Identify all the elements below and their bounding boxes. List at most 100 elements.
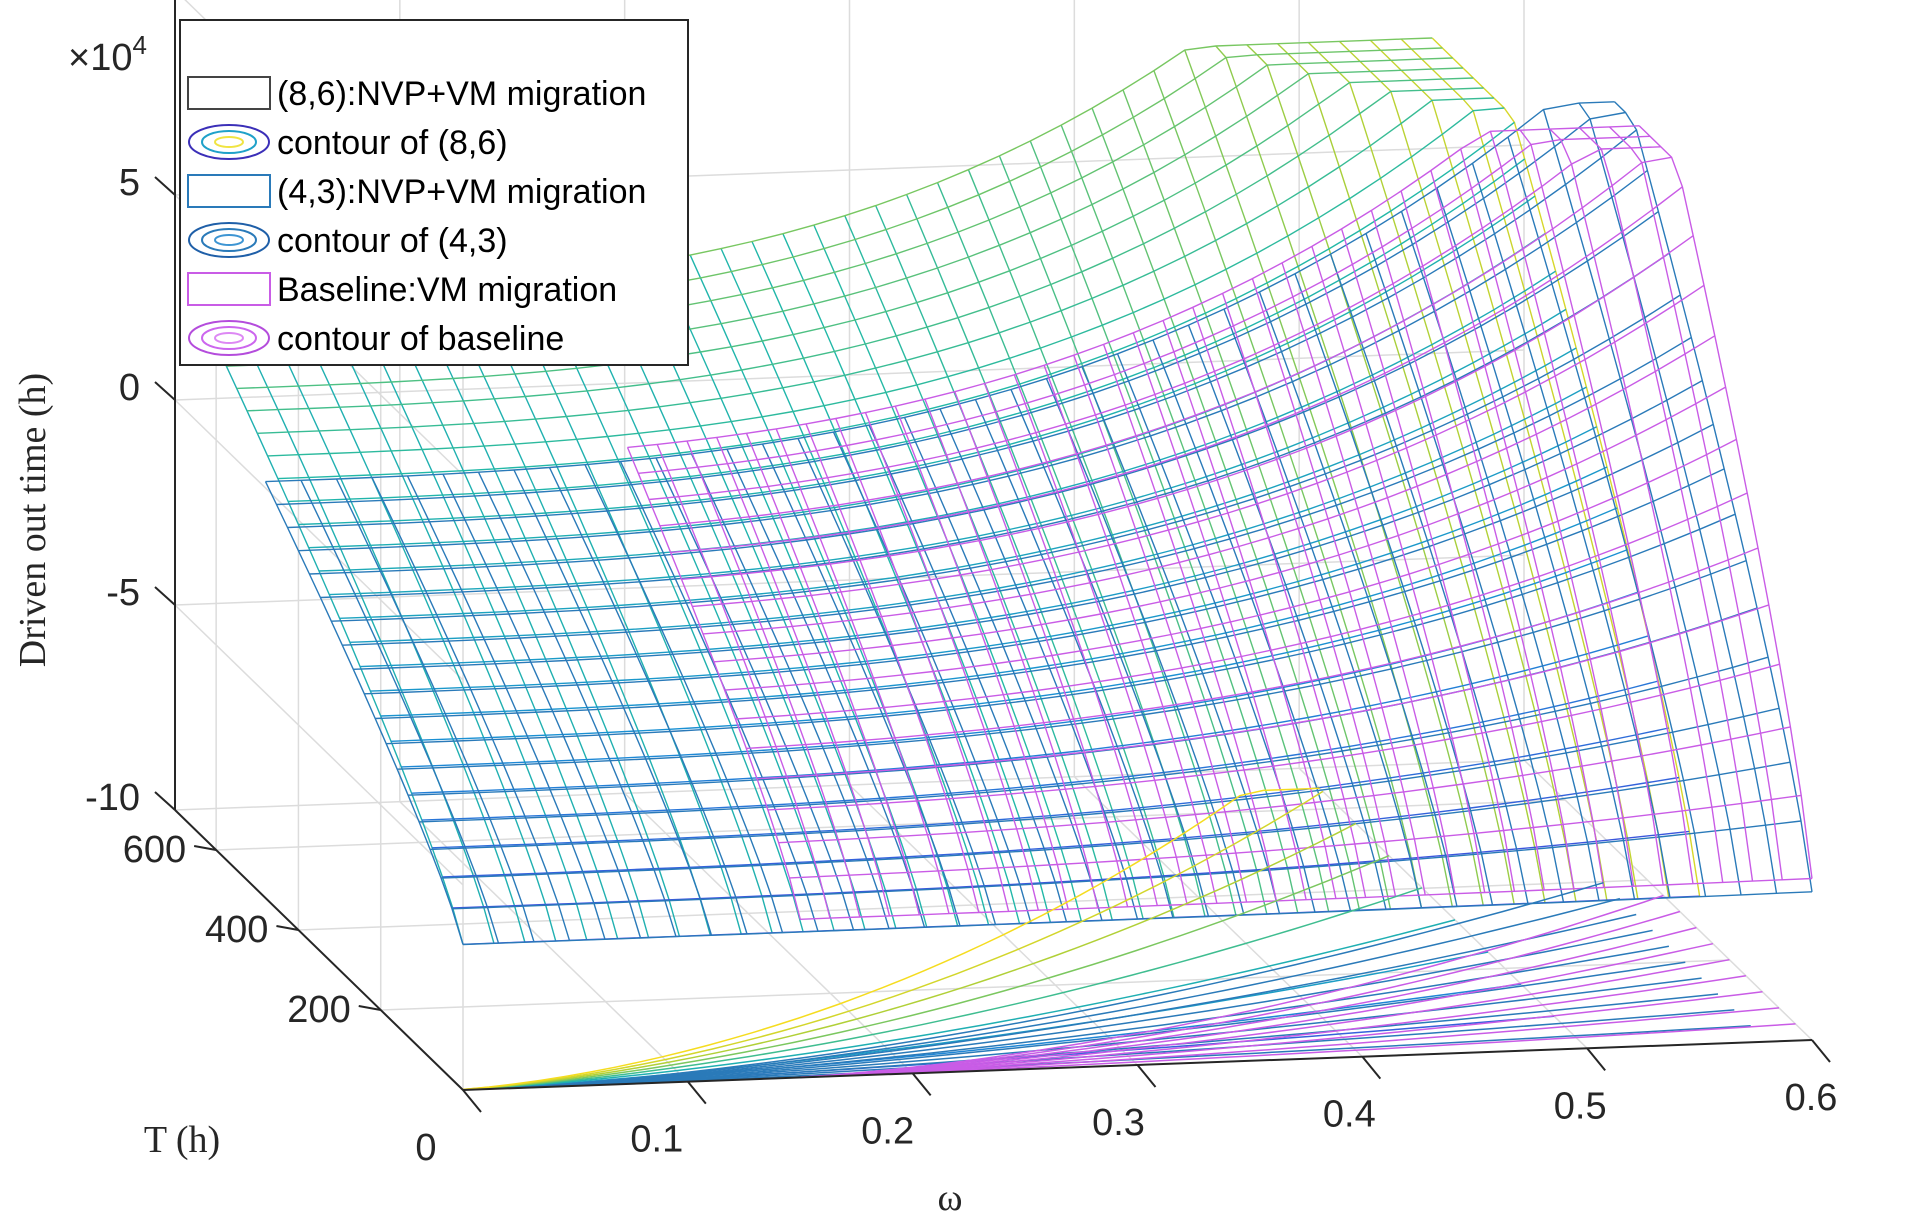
surface-mesh-line: [659, 156, 1672, 527]
legend-swatch: [187, 174, 271, 208]
contour-line: [462, 787, 1320, 1091]
contour-line: [462, 790, 1324, 1091]
surface-mesh-line: [287, 129, 1637, 529]
contour-line: [800, 958, 1730, 1079]
legend-swatch: [214, 234, 244, 246]
surface-8-6: [194, 37, 1701, 945]
legend-label: contour of baseline: [277, 320, 564, 358]
z-tick-mark: [154, 586, 176, 606]
y-axis-label: T (h): [144, 1119, 220, 1161]
contour-line: [507, 881, 1604, 1089]
surface-mesh-line: [746, 547, 1759, 750]
surface-mesh-line: [411, 635, 1649, 794]
legend-swatch: [201, 326, 257, 350]
z-tick-label: -5: [106, 572, 140, 614]
surface-mesh-line: [1400, 38, 1670, 898]
legend-swatch: [201, 228, 257, 252]
contour-line: [507, 929, 1653, 1089]
x-tick-mark: [1811, 1039, 1831, 1063]
surface-baseline: [626, 125, 1813, 920]
y-axis-line: [174, 809, 464, 1091]
surface-mesh-line: [298, 169, 1648, 552]
surface-mesh-line: [778, 726, 1791, 844]
contour-line: [507, 897, 1621, 1089]
surface-mesh-line: [288, 158, 1526, 503]
surface-mesh-line: [298, 195, 1536, 526]
x-tick-mark: [911, 1072, 932, 1096]
x-tick-mark: [1136, 1064, 1157, 1088]
contour-line: [507, 1009, 1735, 1090]
z-exponent-label: ×104: [68, 30, 147, 79]
surface-mesh-line: [638, 135, 1651, 474]
surface-mesh-line: [364, 423, 1714, 695]
legend-label: (8,6):NVP+VM migration: [277, 75, 646, 113]
surface-mesh-line: [257, 97, 1494, 434]
z-tick-label: 5: [119, 162, 140, 204]
x-tick-label: 0: [415, 1127, 436, 1169]
contour-line: [800, 942, 1714, 1079]
surface-mesh-line: [1608, 126, 1783, 880]
surface-mesh-line: [276, 111, 1626, 506]
legend-swatch: [188, 222, 270, 258]
contour-line: [799, 894, 1664, 1078]
surface-mesh-line: [1013, 374, 1188, 905]
contour-line: [462, 855, 1390, 1091]
grid-line: [174, 399, 464, 681]
x-tick-label: 0.1: [630, 1119, 683, 1161]
legend-swatch: [214, 136, 244, 148]
x-tick-label: 0.3: [1092, 1102, 1145, 1144]
surface-mesh-line: [800, 877, 1813, 920]
x-axis-label: ω: [937, 1177, 962, 1219]
contour-line: [800, 991, 1763, 1079]
contour-lines: [462, 787, 1796, 1091]
surface-mesh-line: [692, 284, 1705, 608]
surface-mesh-line: [670, 186, 1683, 554]
surface-mesh-line: [353, 379, 1703, 670]
surface-mesh-line: [442, 776, 1680, 878]
surface-mesh-line: [452, 830, 1690, 909]
surface-mesh-line: [430, 707, 1780, 851]
legend-swatch: [188, 124, 270, 160]
contour-line: [799, 910, 1681, 1079]
surface-mesh-line: [421, 680, 1659, 821]
surface-mesh-line: [360, 426, 1598, 668]
legend-swatch: [188, 320, 270, 356]
legend-swatch: [187, 272, 271, 306]
x-tick-mark: [1361, 1056, 1382, 1080]
legend-swatch: [187, 76, 271, 110]
surface-mesh-line: [236, 77, 1474, 390]
z-tick-mark: [154, 791, 176, 811]
legend-swatch: [214, 332, 244, 344]
z-tick-label: -10: [85, 777, 140, 819]
z-tick-mark: [154, 381, 176, 401]
z-axis-label: Driven out time (h): [12, 373, 54, 667]
surface-mesh-line: [767, 663, 1780, 811]
surface-mesh-line: [194, 299, 464, 945]
contour-line: [800, 1007, 1780, 1079]
legend-entry: contour of (4,3): [188, 222, 508, 260]
surface-mesh-line: [702, 335, 1716, 635]
surface-mesh-line: [309, 211, 1659, 575]
y-tick-label: 600: [123, 829, 186, 871]
surface-mesh-line: [648, 146, 1661, 501]
surface-mesh-line: [349, 386, 1587, 643]
surface-mesh-line: [265, 101, 1615, 483]
surface-mesh-line: [432, 727, 1669, 849]
surface-mesh-line: [1542, 109, 1742, 896]
contour-line: [507, 913, 1637, 1089]
surface-mesh-line: [441, 761, 1791, 879]
x-tick-mark: [687, 1081, 707, 1105]
contour-line: [800, 1023, 1796, 1079]
y-tick-label: 400: [205, 909, 268, 951]
contour-line: [462, 919, 1456, 1091]
surface-mesh-line: [386, 513, 1736, 745]
surface-mesh-line: [983, 383, 1158, 906]
legend-entry: contour of (8,6): [188, 124, 508, 162]
x-tick-label: 0.5: [1554, 1085, 1607, 1127]
surface-mesh-line: [724, 438, 1737, 691]
surface-mesh-line: [756, 604, 1770, 780]
surface-mesh-line: [408, 607, 1758, 796]
surface-mesh-line: [713, 386, 1726, 663]
legend-label: contour of (8,6): [277, 124, 508, 162]
z-tick-mark: [154, 176, 176, 196]
